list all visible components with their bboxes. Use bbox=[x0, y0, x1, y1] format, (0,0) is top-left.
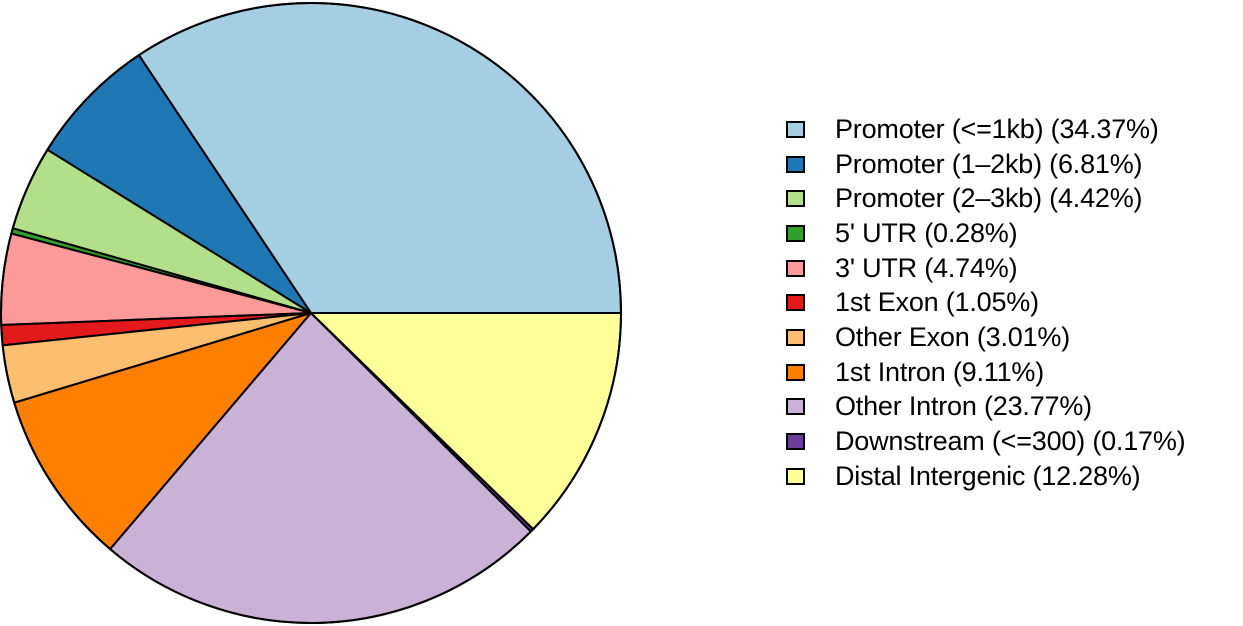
legend-item-label: 5' UTR (0.28%) bbox=[835, 217, 1018, 248]
legend-color-swatch bbox=[786, 433, 805, 451]
pie-chart-svg bbox=[0, 2, 622, 624]
legend-item-label: Distal Intergenic (12.28%) bbox=[835, 460, 1141, 491]
legend-item[interactable]: Distal Intergenic (12.28%) bbox=[786, 459, 1243, 494]
legend-color-swatch bbox=[786, 294, 805, 312]
legend-swatch-icon bbox=[786, 432, 805, 451]
legend-item[interactable]: Other Intron (23.77%) bbox=[786, 390, 1243, 425]
legend-color-swatch bbox=[786, 259, 805, 277]
legend-item-label: Other Intron (23.77%) bbox=[835, 391, 1092, 422]
legend-swatch-icon bbox=[786, 397, 805, 416]
pie-chart-area bbox=[0, 2, 622, 624]
legend-swatch-icon bbox=[786, 293, 805, 312]
legend-swatch-icon bbox=[786, 224, 805, 243]
legend-item[interactable]: Promoter (<=1kb) (34.37%) bbox=[786, 112, 1243, 147]
legend-swatch-icon bbox=[786, 155, 805, 174]
legend: Promoter (<=1kb) (34.37%) Promoter (1–2kb… bbox=[786, 112, 1243, 494]
legend-item-label: 3' UTR (4.74%) bbox=[835, 252, 1018, 283]
legend-color-swatch bbox=[786, 190, 805, 208]
legend-swatch-icon bbox=[786, 467, 805, 486]
legend-item-label: Downstream (<=300) (0.17%) bbox=[835, 426, 1186, 457]
legend-item[interactable]: Downstream (<=300) (0.17%) bbox=[786, 424, 1243, 459]
legend-swatch-icon bbox=[786, 120, 805, 139]
legend-item[interactable]: 1st Exon (1.05%) bbox=[786, 285, 1243, 320]
legend-item[interactable]: Promoter (1–2kb) (6.81%) bbox=[786, 147, 1243, 182]
legend-item-label: Promoter (1–2kb) (6.81%) bbox=[835, 148, 1143, 179]
legend-item[interactable]: 5' UTR (0.28%) bbox=[786, 216, 1243, 251]
legend-color-swatch bbox=[786, 363, 805, 381]
legend-item-label: 1st Intron (9.11%) bbox=[835, 356, 1044, 387]
legend-item-label: Promoter (2–3kb) (4.42%) bbox=[835, 183, 1143, 214]
legend-swatch-icon bbox=[786, 189, 805, 208]
legend-color-swatch bbox=[786, 398, 805, 416]
legend-color-swatch bbox=[786, 120, 805, 138]
legend-swatch-icon bbox=[786, 328, 805, 347]
legend-item-label: Promoter (<=1kb) (34.37%) bbox=[835, 113, 1159, 144]
legend-item[interactable]: 1st Intron (9.11%) bbox=[786, 355, 1243, 390]
legend-swatch-icon bbox=[786, 259, 805, 278]
pie-slice-group bbox=[0, 2, 622, 624]
legend-color-swatch bbox=[786, 467, 805, 485]
legend-item[interactable]: 3' UTR (4.74%) bbox=[786, 251, 1243, 286]
legend-swatch-icon bbox=[786, 363, 805, 382]
legend-item[interactable]: Promoter (2–3kb) (4.42%) bbox=[786, 181, 1243, 216]
legend-color-swatch bbox=[786, 155, 805, 173]
pie-outline-circle bbox=[0, 2, 622, 624]
legend-color-swatch bbox=[786, 328, 805, 346]
legend-item[interactable]: Other Exon (3.01%) bbox=[786, 320, 1243, 355]
legend-color-swatch bbox=[786, 224, 805, 242]
legend-item-label: 1st Exon (1.05%) bbox=[835, 287, 1039, 318]
legend-item-label: Other Exon (3.01%) bbox=[835, 321, 1071, 352]
